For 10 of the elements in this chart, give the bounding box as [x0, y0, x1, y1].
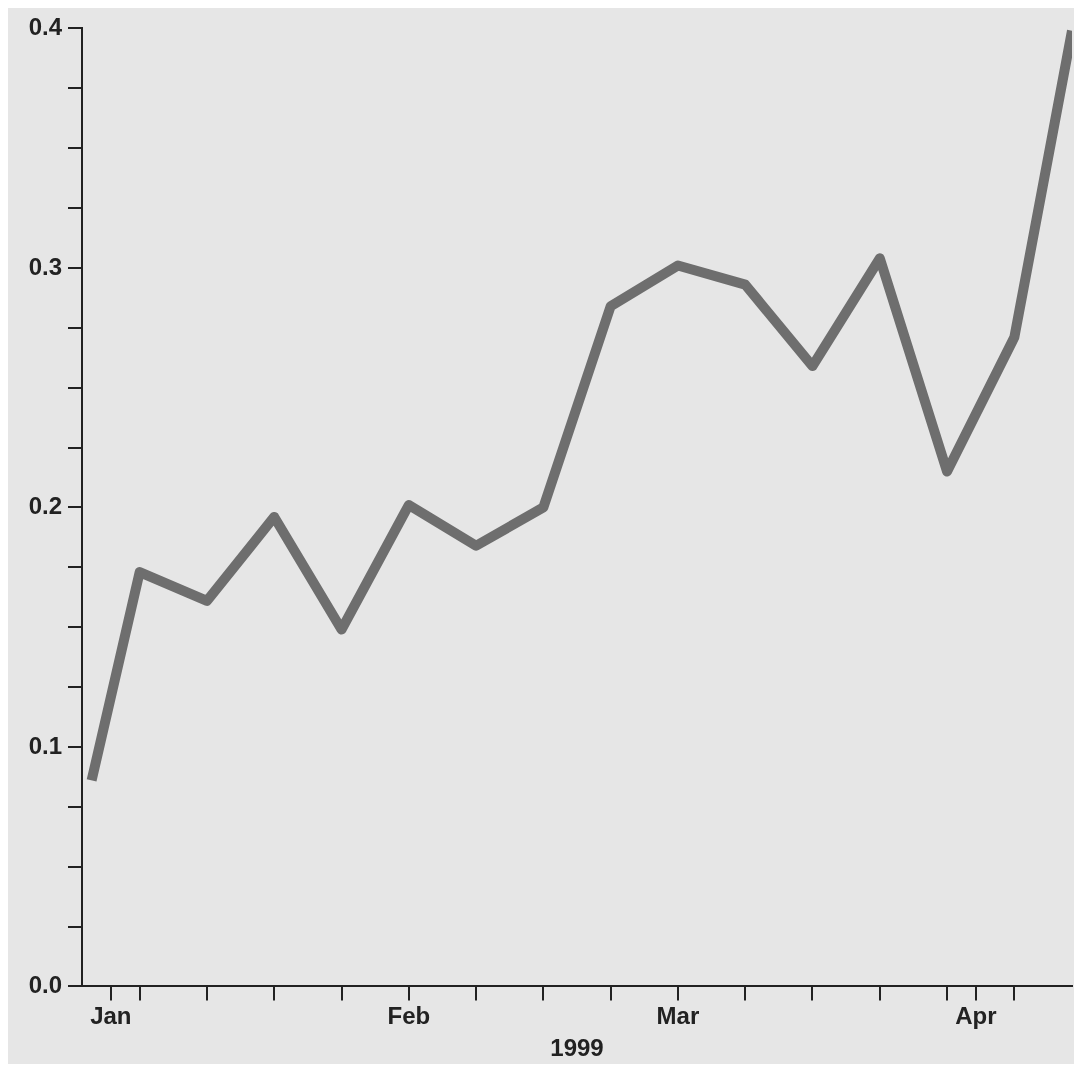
x-tick-label: Jan: [90, 1002, 132, 1030]
x-tick-label: Feb: [387, 1002, 431, 1030]
y-tick-label: 0.2: [28, 492, 62, 520]
x-tick-label: Mar: [656, 1002, 700, 1030]
y-tick-label: 0.0: [28, 971, 62, 999]
y-tick-label: 0.1: [28, 731, 62, 759]
y-tick-label: 0.3: [28, 252, 62, 280]
x-tick-label: Apr: [955, 1002, 997, 1030]
y-tick-label: 0.4: [28, 13, 63, 41]
x-axis-title: 1999: [550, 1034, 604, 1062]
